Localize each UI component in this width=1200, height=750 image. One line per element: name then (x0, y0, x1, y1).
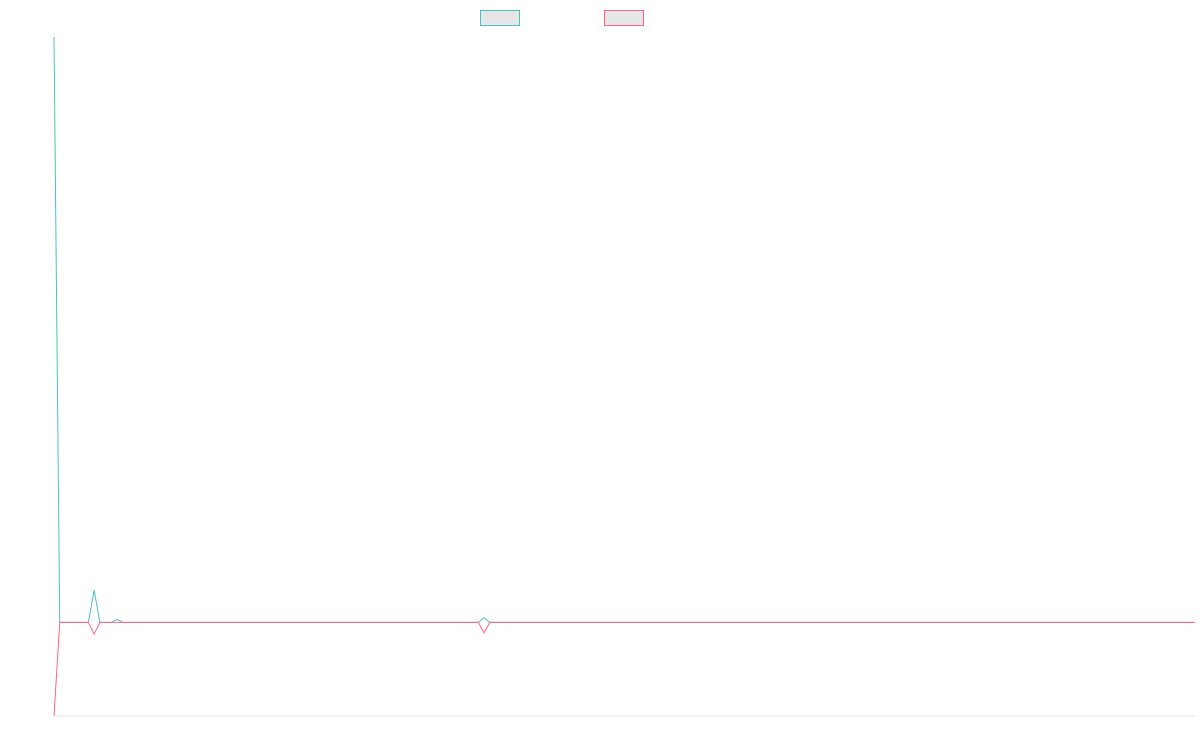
series-line-1 (53, 36, 1195, 623)
legend-item-series-1[interactable] (480, 9, 526, 27)
legend-item-series-2[interactable] (604, 9, 650, 27)
legend-swatch-series-1 (480, 10, 520, 26)
legend (0, 9, 1200, 27)
legend-swatch-series-2 (604, 10, 644, 26)
series-line-2 (53, 621, 1195, 717)
series-layer (53, 36, 1195, 717)
